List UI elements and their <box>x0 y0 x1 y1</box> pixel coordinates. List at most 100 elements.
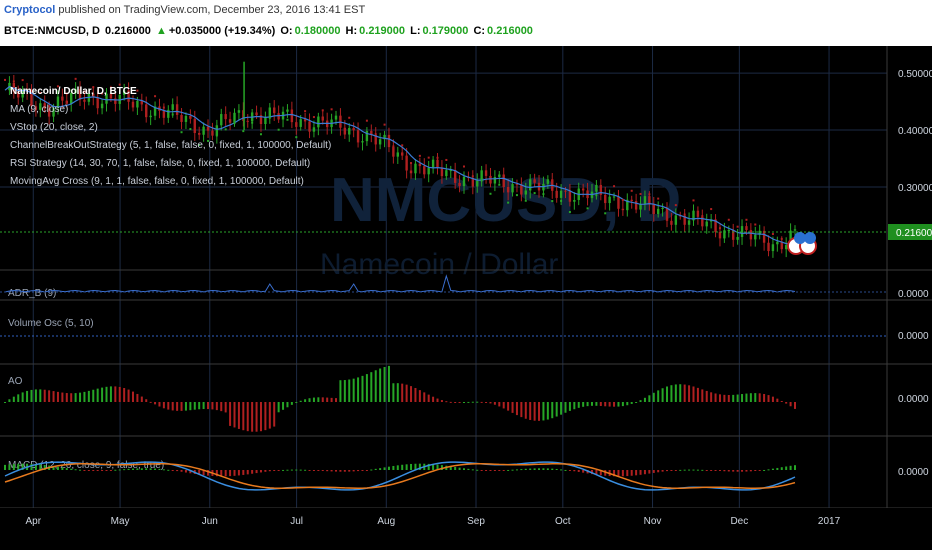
ao-bar <box>718 394 721 402</box>
candle-body <box>356 130 360 143</box>
candle-body <box>211 130 214 136</box>
ao-bar <box>551 402 554 419</box>
chart-svg[interactable]: NMCUSD, D Namecoin / Dollar 0.216000 Nam… <box>0 46 932 550</box>
candle-body <box>246 120 249 122</box>
vstop-dot <box>30 95 33 98</box>
macd-bar <box>630 470 633 476</box>
vstop-dot <box>180 131 183 134</box>
vstop-dot <box>648 193 651 196</box>
candle-body <box>237 110 241 113</box>
legend-entry[interactable]: Namecoin/ Dollar, D, BTCE <box>10 86 137 97</box>
macd-bar <box>317 470 320 471</box>
ao-bar <box>131 391 134 402</box>
vstop-dot <box>330 108 333 111</box>
vstop-dot <box>233 122 236 125</box>
publish-info: published on TradingView.com, December 2… <box>58 4 366 16</box>
macd-bar <box>74 469 77 471</box>
ao-bar <box>679 384 682 402</box>
macd-bar <box>140 468 143 470</box>
ao-bar <box>542 402 545 421</box>
candle-body <box>555 190 558 198</box>
vstop-dot <box>74 77 77 80</box>
candle-body <box>431 159 435 168</box>
macd-bar <box>621 470 624 477</box>
vstop-dot <box>12 80 15 83</box>
candle-body <box>771 244 775 252</box>
ao-bar <box>74 393 77 402</box>
candle-body <box>409 170 413 174</box>
candle-body <box>418 163 422 167</box>
vstop-dot <box>109 87 112 90</box>
candle-body <box>286 109 289 112</box>
vstop-dot <box>701 215 704 218</box>
macd-bar <box>661 470 664 472</box>
candle-body <box>758 230 761 235</box>
strategy-markers[interactable] <box>787 232 817 255</box>
candle-body <box>140 100 144 105</box>
candle-body <box>568 190 572 202</box>
candle-body <box>506 186 510 193</box>
legend-entry[interactable]: ChannelBreakOutStrategy (5, 1, false, fa… <box>10 140 331 151</box>
macd-bar <box>652 470 655 473</box>
legend-entry[interactable]: MA (9, close) <box>10 104 68 115</box>
macd-bar <box>259 470 262 473</box>
x-tick-label: Sep <box>467 516 485 527</box>
legend-entry[interactable]: VStop (20, close, 2) <box>10 122 98 133</box>
ao-bar <box>335 398 338 402</box>
ao-bar <box>167 402 170 410</box>
candle-body <box>458 182 461 187</box>
vstop-dot <box>718 227 721 230</box>
legend-entry[interactable]: MovingAvg Cross (9, 1, 1, false, false, … <box>10 176 304 187</box>
ao-bar <box>4 402 6 403</box>
open-value: 0.180000 <box>294 25 341 37</box>
vstop-dot <box>392 145 395 148</box>
candle-body <box>114 98 117 104</box>
price-change: +0.035000 (+19.34%) <box>168 25 276 37</box>
macd-bar <box>674 470 677 471</box>
macd-bar <box>432 464 435 470</box>
candle-body <box>193 118 196 134</box>
vstop-dot <box>604 212 607 215</box>
macd-bar <box>87 470 90 471</box>
ao-bar <box>65 393 68 402</box>
chart-area[interactable]: NMCUSD, D Namecoin / Dollar 0.216000 Nam… <box>0 46 932 550</box>
low-value: 0.179000 <box>422 25 469 37</box>
up-arrow-icon: ▲ <box>155 25 167 37</box>
ao-bar <box>255 402 258 432</box>
macd-bar <box>374 468 377 470</box>
watermark-name: Namecoin / Dollar <box>320 248 558 281</box>
macd-bar <box>520 469 523 471</box>
candle-body <box>334 115 338 120</box>
macd-bar <box>639 470 642 475</box>
candle-body <box>599 184 603 195</box>
ao-bar <box>154 402 157 405</box>
ao-bar <box>370 372 373 402</box>
adr-line <box>4 274 796 293</box>
ao-bar <box>299 400 302 402</box>
ao-bar <box>193 402 196 410</box>
vstop-dot <box>401 144 404 147</box>
macd-bar <box>189 470 192 474</box>
ao-bar <box>520 402 523 418</box>
ao-bar <box>714 393 717 402</box>
macd-bar <box>109 470 112 471</box>
vstop-dot <box>418 154 421 157</box>
candle-body <box>153 106 157 116</box>
legend-entry[interactable]: RSI Strategy (14, 30, 70, 1, false, fals… <box>10 158 310 169</box>
vstop-dot <box>445 158 448 161</box>
ao-bar <box>251 402 254 432</box>
macd-bar <box>568 470 571 471</box>
macd-bar <box>515 469 518 471</box>
author-link[interactable]: Cryptocol <box>4 4 56 16</box>
candle-body <box>290 109 294 123</box>
ao-bar <box>767 395 770 402</box>
candle-body <box>317 116 320 128</box>
x-tick-label: May <box>111 516 130 527</box>
macd-bar <box>162 469 165 471</box>
ao-bar <box>789 402 792 407</box>
ao-bar <box>652 392 655 402</box>
ao-bar <box>70 393 73 402</box>
candle-body <box>21 90 24 98</box>
candle-body <box>511 184 514 193</box>
open-label: O: <box>280 25 293 37</box>
